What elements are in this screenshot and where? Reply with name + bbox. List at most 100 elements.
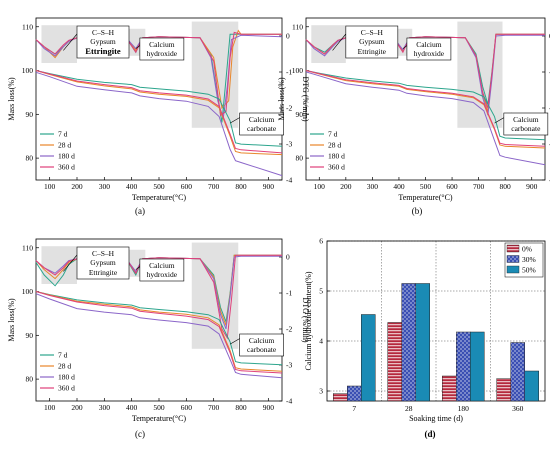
y-tick-label: 90 <box>26 331 34 340</box>
gypsum-label: Gypsum <box>359 37 385 46</box>
csh-leader <box>332 33 347 51</box>
ch-label-box <box>406 37 452 61</box>
panel-caption: (b) <box>412 206 423 216</box>
tga-line-7d <box>35 291 283 366</box>
y2-tick-label: -4 <box>286 176 292 185</box>
ch-label-box <box>139 258 185 282</box>
bar-50pct-28 <box>415 283 430 402</box>
y2-tick-label: -1 <box>286 68 292 77</box>
y-axis-label: Mass loss(%) <box>7 77 16 121</box>
y2-axis-label: DTG (%/min) <box>301 297 310 342</box>
legend-label: 28 d <box>58 141 71 150</box>
ch-label-calcium: Calcium <box>149 261 175 270</box>
dtg-line-360d <box>35 31 282 117</box>
x-tick-label: 800 <box>235 182 247 191</box>
tga-line-28d <box>35 291 283 372</box>
panel-caption: (a) <box>135 206 145 216</box>
y-tick-label: 5 <box>319 287 323 296</box>
gypsum-label: Gypsum <box>90 37 116 46</box>
csh-leader <box>63 254 78 272</box>
cc-label-carbonate: carbonate <box>247 124 277 133</box>
cc-label-box <box>239 333 284 357</box>
ch-label-hydroxide: hydroxide <box>147 49 178 58</box>
y-tick-label: 4 <box>319 337 323 346</box>
legend-swatch <box>506 244 520 253</box>
dtg-line-360d <box>35 254 282 340</box>
csh-label: C–S–H <box>92 249 115 258</box>
tga-line-180d <box>35 71 283 177</box>
y-tick-label: 3 <box>319 387 323 396</box>
csh-label: C–S–H <box>361 28 384 37</box>
tga-line-28d <box>35 70 283 156</box>
legend-label: 50% <box>522 266 536 275</box>
y-tick-label: 80 <box>26 154 34 163</box>
legend: 7 d 28 d 180 d 360 d <box>40 351 75 393</box>
legend-label: 28 d <box>58 362 71 371</box>
annotations: C–S–HGypsumEttringiteCalciumhydroxideCal… <box>332 25 549 136</box>
legend: 0%30% 50% <box>504 242 544 278</box>
bar-0pct-7 <box>333 393 348 402</box>
cc-label-box <box>239 112 284 136</box>
legend-label: 180 d <box>328 152 345 161</box>
x-tick-label: 700 <box>473 182 485 191</box>
x-tick-label: 600 <box>446 182 458 191</box>
x-axis-label: Temperature(°C) <box>398 193 453 202</box>
bar-50pct-360 <box>524 370 539 402</box>
y-axis-label: Mass loss(%) <box>7 298 16 342</box>
cc-label-box <box>503 112 549 136</box>
x-tick-label: 100 <box>44 403 56 412</box>
ettringite-label: Ettringite <box>85 46 121 56</box>
legend-label: 28 d <box>328 141 341 150</box>
legend-label: 7 d <box>328 130 338 139</box>
y2-tick-label: -3 <box>286 140 292 149</box>
shade-csh-region <box>311 25 346 63</box>
bar-30pct-28 <box>401 283 416 402</box>
legend-label: 7 d <box>58 351 68 360</box>
x-tick-label: 180 <box>458 404 470 413</box>
legend-label: 360 d <box>328 163 345 172</box>
y-tick-label: 90 <box>26 110 34 119</box>
cc-label-calcium: Calcium <box>249 115 275 124</box>
panel-caption: (d) <box>425 429 436 439</box>
gypsum-label: Gypsum <box>90 258 116 267</box>
y2-tick-label: -2 <box>286 104 292 113</box>
ettringite-label: Ettringite <box>89 268 118 277</box>
y-tick-label: 110 <box>292 22 303 31</box>
x-axis-label: Temperature(°C) <box>132 414 187 423</box>
x-tick-label: 300 <box>367 182 379 191</box>
x-tick-label: 200 <box>340 182 352 191</box>
legend-label: 0% <box>522 245 532 254</box>
legend-label: 30% <box>522 255 536 264</box>
x-tick-label: 300 <box>99 182 111 191</box>
legend: 7 d 28 d 180 d 360 d <box>40 130 75 172</box>
annotations: C–S–HGypsumEttringiteCalciumhydroxideCal… <box>63 246 284 357</box>
tga-line-28d <box>305 70 546 149</box>
x-tick-label: 400 <box>393 182 405 191</box>
x-tick-label: 700 <box>208 182 220 191</box>
plot-frame <box>326 240 546 402</box>
y-tick-label: 100 <box>22 66 34 75</box>
tga-line-7d <box>305 70 546 141</box>
legend-swatch <box>506 255 520 263</box>
x-tick-label: 600 <box>181 403 193 412</box>
legend-label: 180 d <box>58 152 75 161</box>
y-tick-label: 80 <box>296 154 304 163</box>
ch-label-calcium: Calcium <box>149 40 175 49</box>
tga-line-360d <box>305 70 546 147</box>
csh-label-box <box>76 25 130 59</box>
tga-panel-c: 100 200 300 400 500 600 700 800 900 80 90 100 110 0 -1… <box>7 238 310 439</box>
x-tick-label: 900 <box>263 403 275 412</box>
ch-label-calcium: Calcium <box>416 40 442 49</box>
x-tick-label: 900 <box>263 182 275 191</box>
y2-tick-label: -1 <box>286 289 292 298</box>
x-tick-label: 500 <box>420 182 432 191</box>
y-tick-label: 110 <box>22 22 33 31</box>
x-tick-label: 700 <box>208 403 220 412</box>
x-tick-label: 100 <box>44 182 56 191</box>
x-tick-label: 800 <box>235 403 247 412</box>
y-tick-label: 110 <box>22 243 33 252</box>
x-tick-label: 900 <box>526 182 538 191</box>
x-tick-label: 100 <box>314 182 326 191</box>
